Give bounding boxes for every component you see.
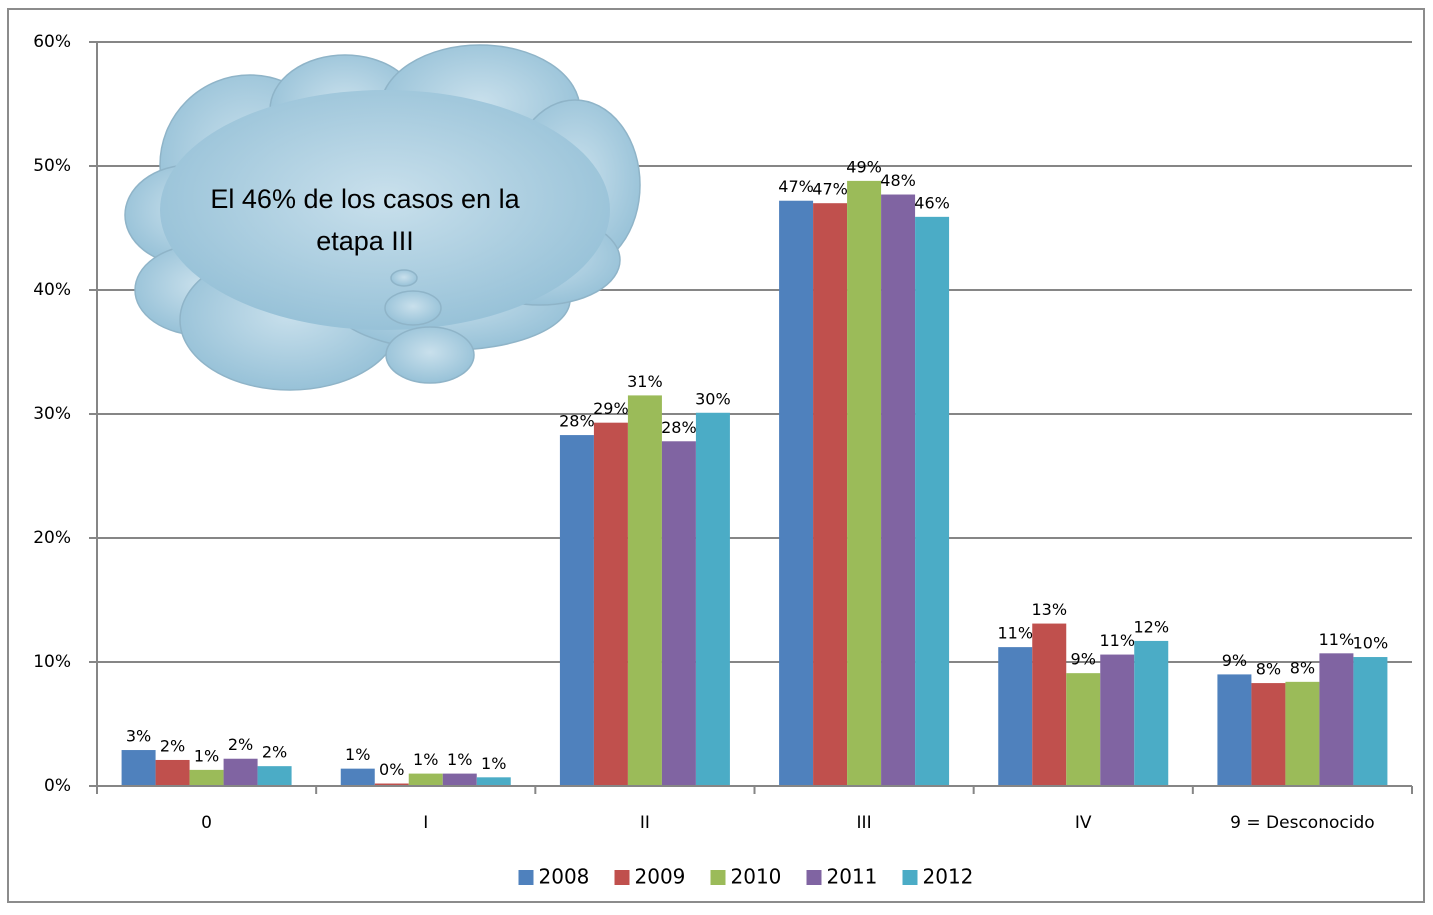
bar (1066, 673, 1101, 786)
legend-swatch (710, 870, 726, 885)
legend-swatch (806, 870, 822, 885)
bar (442, 773, 477, 786)
bar (257, 766, 292, 786)
cloud-callout (124, 44, 641, 391)
value-label: 9% (1071, 650, 1096, 669)
bar (340, 768, 375, 786)
value-label: 48% (880, 171, 916, 190)
x-tick-label: IV (1075, 813, 1092, 833)
legend-label: 2010 (731, 865, 782, 889)
bar (847, 180, 882, 786)
chart-frame (7, 8, 1425, 903)
value-label: 29% (593, 399, 629, 418)
value-label: 12% (1133, 617, 1169, 636)
value-label: 11% (1319, 630, 1355, 649)
value-label: 11% (997, 624, 1033, 643)
value-label: 30% (695, 389, 731, 408)
bar (661, 441, 696, 786)
value-label: 1% (345, 745, 370, 764)
x-tick-label: 9 = Desconocido (1230, 813, 1374, 833)
bar (593, 422, 628, 786)
bar (155, 759, 190, 786)
bar (881, 194, 916, 786)
bar (627, 395, 662, 786)
value-label: 31% (627, 372, 663, 391)
value-label: 47% (778, 177, 814, 196)
bar (779, 200, 814, 787)
bars: 03%2%1%2% 2%I1%0%1% 1% 1%II28%29%31%28%30%I… (97, 157, 1412, 833)
legend-swatch (614, 870, 630, 885)
y-tick-label: 0% (44, 776, 71, 796)
value-label: 0% (379, 760, 404, 779)
value-label: 49% (846, 157, 882, 176)
bar (1134, 640, 1169, 786)
legend-label: 2012 (923, 865, 974, 889)
bar (998, 647, 1033, 786)
value-label: 28% (661, 418, 697, 437)
bar (1319, 653, 1354, 786)
y-tick-label: 30% (33, 404, 71, 424)
value-label: 28% (559, 412, 595, 431)
value-label: 9% (1222, 651, 1247, 670)
bar (223, 758, 258, 786)
bar (476, 777, 511, 786)
legend-label: 2008 (539, 865, 590, 889)
bar (695, 412, 730, 786)
value-label: 2% (262, 743, 287, 762)
value-label: 46% (914, 193, 950, 212)
value-label: 8% (1256, 660, 1281, 679)
y-tick-label: 40% (33, 280, 71, 300)
x-tick-label: II (640, 813, 650, 833)
value-label: 2% (228, 735, 253, 754)
value-label: 10% (1353, 634, 1389, 653)
x-tick-label: III (857, 813, 872, 833)
y-tick-label: 50% (33, 156, 71, 176)
value-label: 13% (1031, 600, 1067, 619)
bar (189, 769, 224, 786)
bar (1353, 657, 1388, 786)
y-tick-label: 20% (33, 528, 71, 548)
bar (408, 773, 443, 786)
value-label: 1% (413, 750, 438, 769)
value-label: 11% (1099, 631, 1135, 650)
legend-label: 2011 (827, 865, 878, 889)
value-label: 47% (812, 180, 848, 199)
bar (1285, 681, 1320, 786)
annotation: El 46% de los casos en la etapa III (210, 184, 520, 256)
value-label: 2% (160, 736, 185, 755)
legend-label: 2009 (635, 865, 686, 889)
bar (121, 750, 156, 786)
value-label: 1% (481, 754, 506, 773)
legend-swatch (902, 870, 918, 885)
x-tick-label: I (423, 813, 428, 833)
bar (813, 203, 848, 786)
value-label: 8% (1290, 658, 1315, 677)
bar (1217, 674, 1252, 786)
y-tick-label: 60% (33, 32, 71, 52)
bar (1032, 623, 1067, 786)
bar (1100, 654, 1135, 786)
legend-swatch (518, 870, 534, 885)
bar (915, 216, 950, 787)
y-tick-label: 10% (33, 652, 71, 672)
bar (559, 435, 594, 786)
x-tick-label: 0 (201, 813, 212, 833)
value-label: 1% (194, 746, 219, 765)
bar (374, 783, 409, 786)
bar (1251, 683, 1286, 786)
value-label: 1% (447, 750, 472, 769)
value-label: 3% (126, 727, 151, 746)
legend: 2008 2009 2010 2011 2012 (518, 865, 974, 889)
